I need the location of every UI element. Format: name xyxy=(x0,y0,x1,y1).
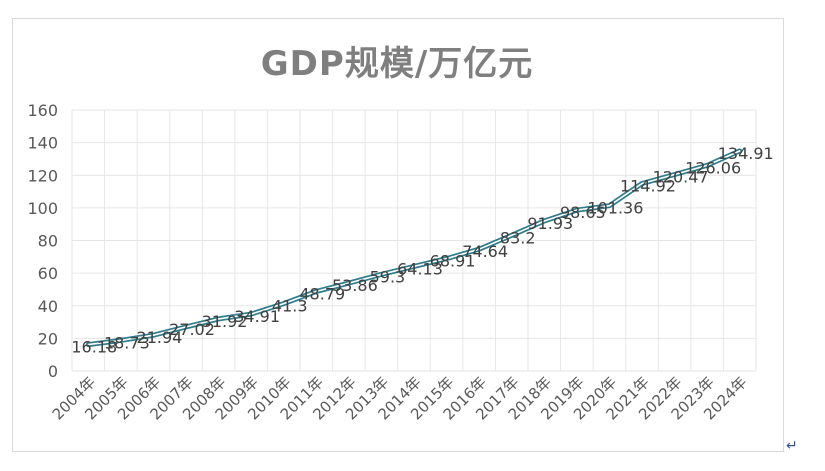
data-label: 27.02 xyxy=(169,320,215,339)
y-tick-label: 120 xyxy=(27,166,58,185)
chart-title: GDP规模/万亿元 xyxy=(260,44,534,84)
data-label: 126.06 xyxy=(685,158,741,177)
data-label: 18.73 xyxy=(104,333,150,352)
paragraph-return-mark: ↵ xyxy=(786,438,798,454)
series-line-core xyxy=(87,150,741,346)
data-label: 16.18 xyxy=(71,338,117,357)
data-label: 98.65 xyxy=(560,203,606,222)
data-label: 74.64 xyxy=(462,242,508,261)
data-labels: 16.1818.7321.9427.0231.9234.9141.348.795… xyxy=(71,144,773,357)
y-tick-label: 80 xyxy=(38,232,58,251)
data-label: 64.13 xyxy=(397,259,443,278)
data-label: 31.92 xyxy=(202,312,248,331)
data-label: 83.2 xyxy=(500,228,536,247)
data-label: 21.94 xyxy=(137,328,183,347)
y-tick-label: 0 xyxy=(48,362,58,381)
data-label: 101.36 xyxy=(587,199,643,218)
data-label: 59.3 xyxy=(370,267,406,286)
y-tick-label: 100 xyxy=(27,199,58,218)
data-label: 114.92 xyxy=(620,177,676,196)
data-label: 68.91 xyxy=(430,252,476,271)
data-label: 41.3 xyxy=(272,297,308,316)
y-tick-label: 20 xyxy=(38,329,58,348)
data-label: 48.79 xyxy=(299,284,345,303)
x-axis-ticks: 2004年2005年2006年2007年2008年2009年2010年2011年… xyxy=(49,373,751,423)
y-axis-ticks: 0 20 40 60 80 100 120 140 160 xyxy=(27,101,58,381)
y-tick-label: 160 xyxy=(27,101,58,120)
series-line xyxy=(85,148,743,348)
y-tick-label: 60 xyxy=(38,264,58,283)
gridlines xyxy=(71,109,757,372)
data-label: 134.91 xyxy=(718,144,774,163)
data-label: 34.91 xyxy=(234,307,280,326)
data-label: 53.86 xyxy=(332,276,378,295)
y-tick-label: 140 xyxy=(27,134,58,153)
y-tick-label: 40 xyxy=(38,297,58,316)
data-label: 91.93 xyxy=(527,214,573,233)
data-label: 120.47 xyxy=(653,167,709,186)
